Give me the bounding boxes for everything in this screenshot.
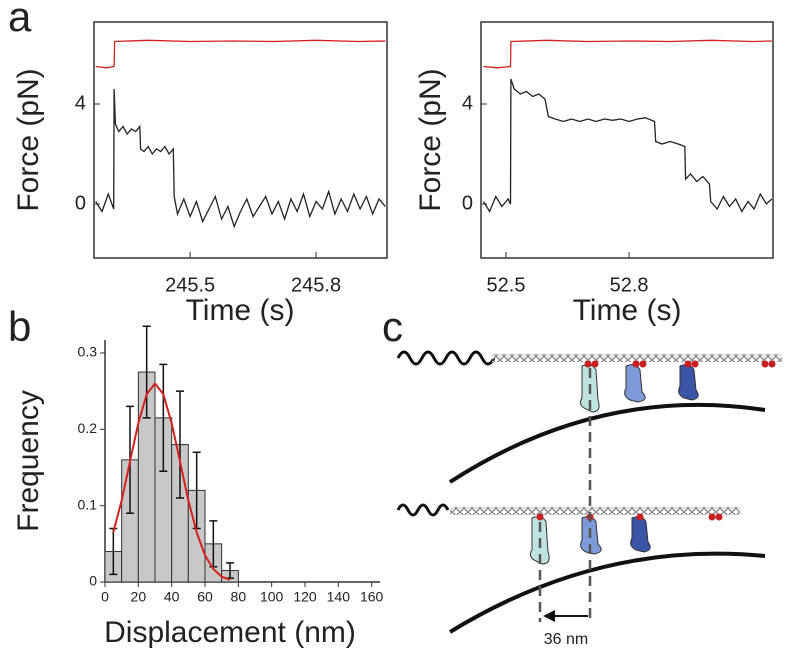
trace	[482, 78, 773, 213]
microtubule	[448, 551, 766, 634]
microtubule	[448, 402, 766, 484]
x-tick-label: 52.8	[610, 274, 649, 296]
spring	[396, 350, 496, 366]
panel-label: b	[8, 303, 31, 350]
y-tick-label: 4	[462, 92, 473, 114]
x-tick-label: 140	[327, 589, 351, 605]
trace	[483, 39, 772, 69]
error-bar	[176, 390, 184, 499]
actin	[450, 507, 740, 515]
y-tick-label: 0	[75, 192, 86, 214]
error-bar	[159, 363, 168, 473]
x-tick-label: 0	[101, 589, 109, 605]
diagram	[396, 350, 782, 634]
trace	[95, 88, 386, 229]
x-tick-label: 60	[197, 589, 213, 605]
plot-frame	[480, 21, 774, 259]
error-bar	[209, 520, 218, 568]
x-tick-label: 40	[164, 589, 180, 605]
x-tick-label: 80	[231, 589, 247, 605]
y-axis-title: Force (pN)	[12, 68, 45, 211]
arrow-head	[543, 610, 555, 622]
x-tick-label: 52.5	[487, 274, 526, 296]
y-tick-label: 0	[462, 192, 473, 214]
x-axis-title: Time (s)	[186, 294, 295, 327]
y-axis-title: Frequency	[12, 390, 45, 532]
x-tick-label: 20	[131, 589, 147, 605]
spring	[396, 503, 450, 517]
plot-frame	[93, 21, 388, 259]
y-tick-label: 0.3	[78, 344, 98, 360]
x-axis-title: Time (s)	[573, 294, 682, 327]
error-bar	[142, 325, 151, 419]
x-tick-label: 120	[293, 589, 317, 605]
actin	[492, 354, 782, 362]
y-tick-label: 4	[75, 92, 86, 114]
y-axis-title: Force (pN)	[414, 68, 447, 211]
fit-curve	[112, 381, 231, 581]
panel-label: c	[382, 303, 403, 350]
panel-label: a	[8, 0, 32, 40]
motor	[678, 364, 699, 401]
x-axis-title: Displacement (nm)	[104, 616, 356, 649]
y-tick-label: 0.2	[78, 420, 98, 436]
y-tick-label: 0.1	[78, 496, 98, 512]
x-tick-label: 160	[360, 589, 384, 605]
scale-label: 36 nm	[544, 631, 588, 648]
motor	[630, 516, 651, 553]
x-tick-label: 100	[260, 589, 284, 605]
x-tick-label: 245.8	[291, 274, 341, 296]
y-tick-label: 0	[89, 573, 97, 589]
motor	[624, 364, 646, 403]
x-tick-label: 245.5	[165, 274, 215, 296]
trace	[95, 39, 386, 69]
